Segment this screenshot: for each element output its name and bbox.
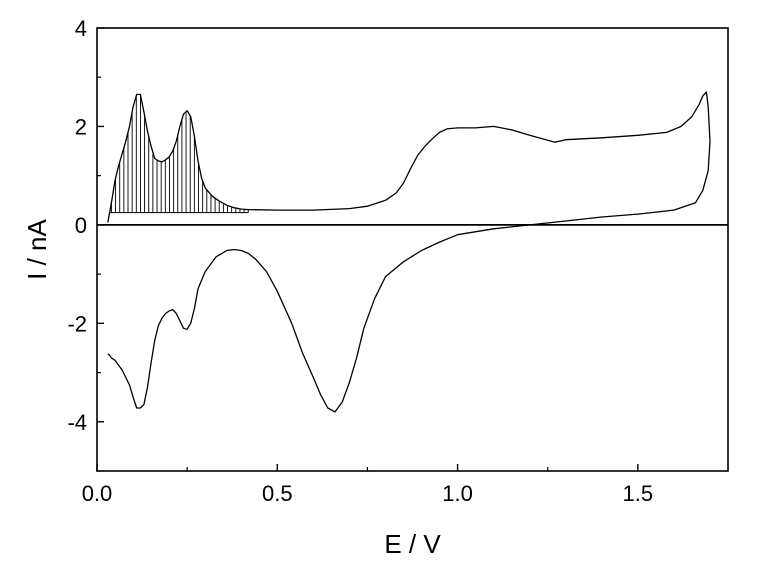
x-tick-label: 0.5 [262, 481, 293, 506]
y-tick-label: -2 [67, 311, 87, 336]
x-axis-ticks: 0.0 0.5 1.0 1.5 [82, 464, 653, 506]
y-tick-label: 4 [75, 16, 87, 41]
y-axis-ticks: 4 2 0 -2 -4 [67, 16, 104, 472]
cv-curve [107, 91, 711, 413]
plot-frame [96, 27, 729, 472]
x-axis-label: E / V [384, 529, 441, 559]
x-tick-label: 0.0 [82, 481, 113, 506]
plot-border [96, 27, 729, 472]
y-axis-label: I / nA [22, 218, 52, 279]
x-tick-label: 1.5 [623, 481, 654, 506]
y-tick-label: 0 [75, 213, 87, 238]
x-tick-label: 1.0 [442, 481, 473, 506]
y-tick-label: -4 [67, 410, 87, 435]
series-line [107, 91, 711, 413]
y-tick-label: 2 [75, 114, 87, 139]
hatched-area [109, 95, 249, 214]
